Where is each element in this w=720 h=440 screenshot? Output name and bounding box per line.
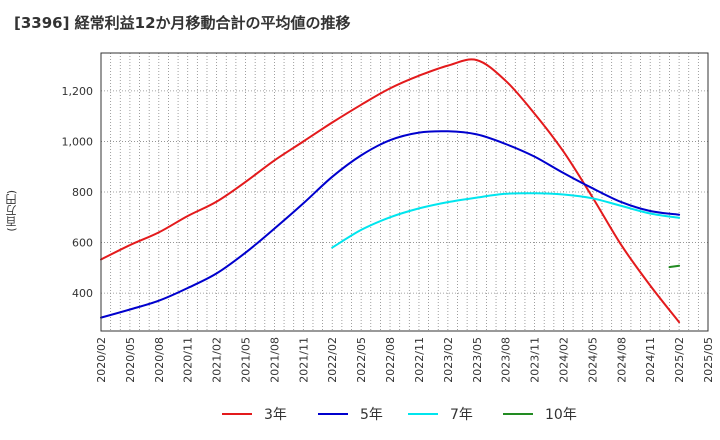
- x-tick-label: 2022/11: [413, 337, 426, 383]
- legend: 3年 5年 7年 10年: [222, 407, 577, 423]
- series-line-3: [331, 192, 681, 249]
- legend-label: 3年: [264, 407, 287, 423]
- x-tick-label: 2025/05: [702, 337, 715, 383]
- x-tick-label: 2023/02: [442, 337, 455, 383]
- x-tick-label: 2020/08: [153, 337, 166, 383]
- x-tick-label: 2023/08: [500, 337, 513, 383]
- y-tick-label: 800: [72, 186, 93, 199]
- x-tick-label: 2023/05: [471, 337, 484, 383]
- legend-label: 5年: [360, 407, 383, 423]
- x-tick-label: 2021/11: [297, 337, 310, 383]
- grid-lines: [101, 53, 708, 331]
- plot-frame: [100, 52, 709, 332]
- y-tick-label: 1,000: [62, 135, 94, 148]
- x-tick-label: 2021/08: [268, 337, 281, 383]
- series-line-2: [100, 130, 681, 319]
- x-tick-label: 2021/02: [211, 337, 224, 383]
- x-tick-label: 2023/11: [529, 337, 542, 383]
- y-tick-labels: 400 600 800 1,000 1,200: [62, 85, 94, 300]
- x-tick-label: 2024/08: [615, 337, 628, 383]
- x-tick-label: 2022/02: [326, 337, 339, 383]
- x-tick-label: 2020/02: [95, 337, 108, 383]
- x-tick-label: 2024/02: [557, 337, 570, 383]
- y-tick-label: 400: [72, 287, 93, 300]
- x-tick-label: 2024/05: [586, 337, 599, 383]
- chart-title: [3396] 経常利益12か月移動合計の平均値の推移: [14, 14, 351, 32]
- x-tick-labels: 2020/02 2020/05 2020/08 2020/11 2021/02 2021/…: [95, 337, 715, 383]
- x-tick-label: 2021/05: [240, 337, 253, 383]
- x-tick-label: 2020/11: [182, 337, 195, 383]
- series-lines: [100, 58, 681, 324]
- series-line-4: [668, 264, 681, 269]
- x-tick-label: 2022/05: [355, 337, 368, 383]
- y-tick-label: 600: [72, 237, 93, 250]
- x-tick-label: 2024/11: [644, 337, 657, 383]
- legend-label: 10年: [545, 407, 577, 423]
- legend-label: 7年: [450, 407, 473, 423]
- y-tick-label: 1,200: [62, 85, 94, 98]
- x-tick-label: 2025/02: [673, 337, 686, 383]
- x-tick-label: 2020/05: [124, 337, 137, 383]
- x-tick-label: 2022/08: [384, 337, 397, 383]
